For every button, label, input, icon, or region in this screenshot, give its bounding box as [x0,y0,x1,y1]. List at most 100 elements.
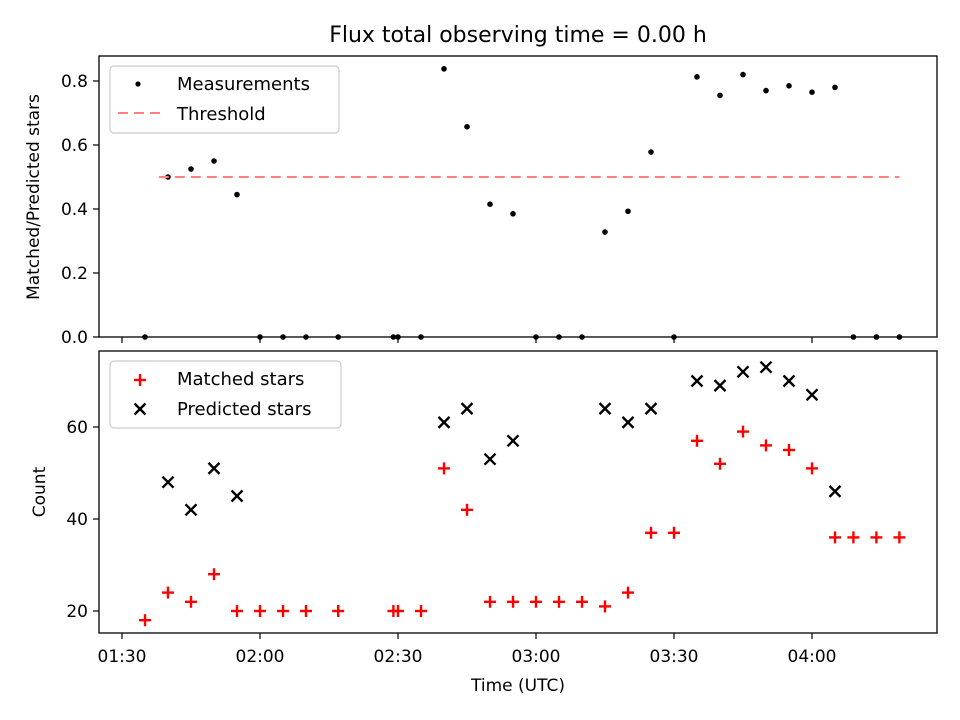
top-legend-box [109,65,340,134]
predicted-point [506,434,520,448]
top-ytick-label: 0.4 [61,200,88,220]
measurement-point [896,334,903,340]
predicted-point [805,388,819,402]
matched-point [783,444,795,456]
measurement-point [280,334,286,340]
predicted-point [207,462,221,475]
measurement-point [717,92,723,99]
measurement-point [625,208,631,215]
predicted-point [184,503,198,517]
predicted-point [437,416,451,429]
measurement-point [763,87,769,94]
legend-threshold-label: Threshold [176,104,266,125]
matched-point [893,531,906,544]
bottom-xtick-label: 03:00 [512,647,561,667]
measurement-point [671,334,677,340]
matched-point [231,605,243,617]
predicted-point [713,379,727,392]
measurement-point [464,123,470,130]
matched-point [760,439,772,452]
bottom-ylabel: Count [30,466,50,517]
bottom-xtick-label: 04:00 [788,647,837,667]
measurement-point [335,334,342,340]
measurement-point [786,83,792,89]
matched-point [829,531,841,544]
matched-point [622,586,634,599]
measurement-point [873,334,880,340]
bottom-xtick-label: 02:00 [236,647,285,667]
measurement-point [211,158,217,164]
bottom-ytick-label: 60 [66,418,88,438]
bottom-xlabel: Time (UTC) [470,676,565,696]
legend-cross [133,402,147,416]
bottom-axes-frame [98,350,938,634]
matched-point [277,605,289,617]
measurement-point [809,89,815,95]
legend-predicted-label: Predicted stars [177,399,311,420]
legend-matched-marker [134,374,146,386]
matched-point [553,595,565,608]
measurement-point [740,71,746,78]
matched-point [576,595,588,608]
legend-measurements-label: Measurements [177,74,310,95]
predicted-point [736,365,750,379]
bottom-panel: Count Time (UTC) 20 40 60 01:30 02:00 02:30 0… [30,350,938,696]
measurement-point [533,334,539,340]
bottom-legend: Matched stars Predicted stars [109,360,342,429]
legend-measurements-marker [135,81,141,87]
matched-point [806,462,818,475]
top-ytick-label: 0.6 [61,136,88,156]
legend-matched-label: Matched stars [177,369,304,390]
predicted-point [759,360,773,374]
matched-point [507,595,519,608]
measurement-point [395,334,401,340]
measurement-point [441,66,447,72]
measurement-point [188,166,194,172]
top-ytick-label: 0.8 [61,72,88,92]
matched-point [714,457,726,470]
matched-point [530,595,542,608]
measurement-point [602,229,608,235]
matched-point [870,531,883,544]
predicted-point [483,452,497,466]
predicted-point [598,402,612,415]
matched-point [208,568,220,581]
top-axes-frame [98,55,938,338]
measurement-point [510,211,516,217]
measurement-point [257,334,263,340]
legend-plus [134,374,146,386]
matched-point [737,425,749,438]
matched-point [691,434,703,447]
predicted-point [782,374,796,388]
matched-point [139,614,151,627]
top-ytick-label: 0.2 [61,264,88,284]
bottom-xtick-label: 03:30 [650,647,699,667]
matched-point [484,595,496,608]
matched-point [392,605,404,617]
matched-point [599,600,611,613]
matched-point [185,595,197,608]
measurement-point [390,334,397,340]
matched-point [332,605,345,617]
top-ylabel: Matched/Predicted stars [24,94,44,300]
measurement-point [303,334,309,340]
measurement-point [556,334,562,340]
measurement-point [579,334,585,340]
bottom-ytick-label: 40 [66,510,88,530]
bottom-xtick-label: 02:30 [374,647,423,667]
measurement-point [694,74,700,80]
legend-predicted-marker [133,402,147,416]
matched-point [668,526,680,539]
bottom-ytick-label: 20 [66,602,88,622]
predicted-point [621,416,635,429]
measurement-point [418,334,424,340]
top-panel: Matched/Predicted stars 0.00.20.40.60.8 … [24,55,938,348]
measurement-point [487,201,493,207]
predicted-point [460,402,474,415]
matched-point [162,586,174,599]
measurement-point [142,334,148,340]
top-legend: Measurements Threshold [109,65,340,134]
measurement-point [832,84,838,91]
predicted-point [690,374,704,388]
matched-point [847,531,860,544]
